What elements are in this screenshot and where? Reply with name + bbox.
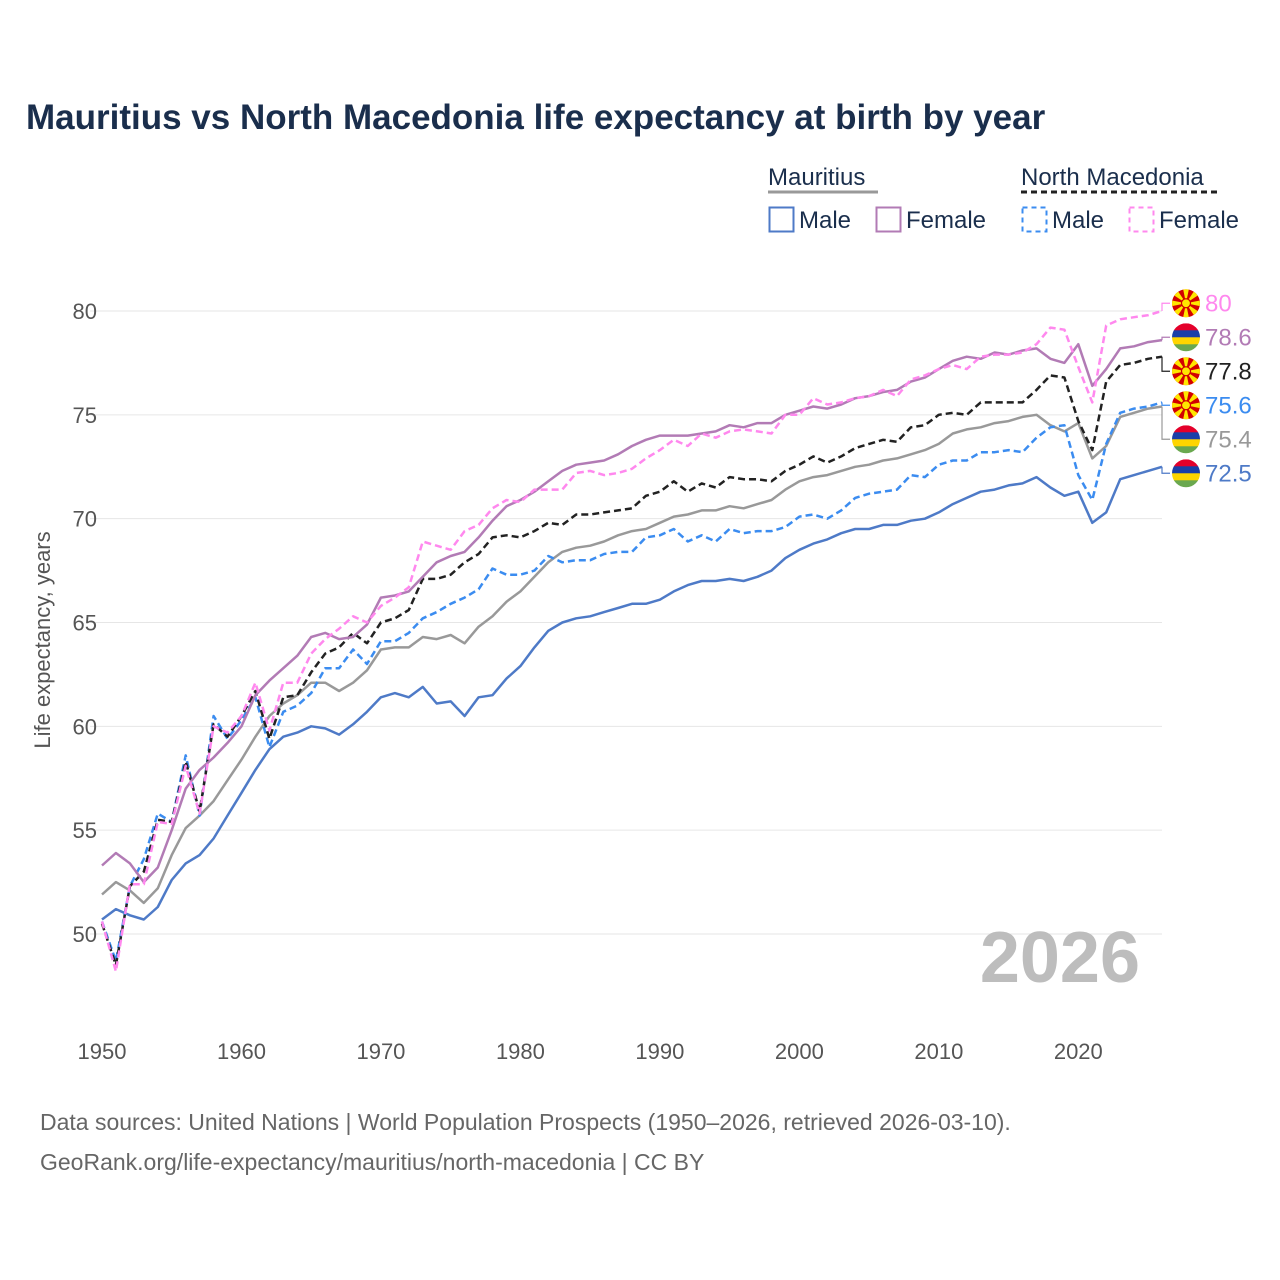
end-label-mauritius-female: 78.6 [1161,323,1252,352]
flag-ray [1182,303,1190,318]
end-label-value: 80 [1205,290,1232,317]
y-tick-label: 75 [73,403,97,428]
end-label-value: 75.4 [1205,426,1252,453]
y-tick-label: 70 [73,507,97,532]
flag-stripe [1172,466,1200,474]
end-labels: 80 78.6 77.8 75.6 75.4 72.5 [1161,289,1252,488]
flag-stripe [1172,344,1200,352]
series-line-mauritius-male [101,465,1163,921]
flag-ray [1172,299,1186,308]
end-label-mauritius-male: 72.5 [1161,459,1252,488]
chart-title: Mauritius vs North Macedonia life expect… [26,98,1046,137]
label-connector [1161,356,1170,372]
legend-label-north-macedonia-male: Male [1052,207,1104,234]
x-tick-label: 1990 [635,1039,684,1064]
north-macedonia-flag-icon [1172,391,1200,420]
flag-stripe [1172,337,1200,345]
end-label-value: 78.6 [1205,324,1252,351]
legend-group-north-macedonia: North Macedonia [1021,164,1204,191]
flag-stripe [1172,330,1200,338]
flag-ray [1172,401,1186,410]
flag-ray [1186,401,1200,410]
flag-stripe [1172,425,1200,433]
flag-sun [1180,400,1192,411]
flag-stripe [1172,432,1200,440]
x-tick-label: 1960 [217,1039,266,1064]
mauritius-flag-icon [1172,323,1200,352]
legend-swatch-mauritius-female [875,206,902,233]
y-tick-label: 65 [73,611,97,636]
gridlines [90,310,1162,935]
flag-ray [1182,391,1190,406]
x-tick-label: 2020 [1054,1039,1103,1064]
legend: Mauritius North Macedonia Male Female Ma… [768,164,1239,234]
flag-stripe [1172,323,1200,331]
legend-swatch-mauritius-male [768,206,795,233]
flag-sun [1180,298,1192,309]
mauritius-flag-icon [1172,425,1200,454]
flag-ray [1172,367,1186,376]
source-line-2: GeoRank.org/life-expectancy/mauritius/no… [40,1149,704,1175]
flag-ray [1182,357,1190,372]
flag-ray [1186,299,1200,308]
source-line-1: Data sources: United Nations | World Pop… [40,1109,1011,1135]
x-tick-label: 1950 [78,1039,127,1064]
end-label-north-macedonia-male: 75.6 [1161,391,1252,420]
flag-body [1172,425,1200,454]
flag-stripe [1172,439,1200,447]
flag-stripe [1172,459,1200,467]
x-tick-label: 2010 [914,1039,963,1064]
label-connector [1161,406,1170,440]
flag-stripe [1172,446,1200,454]
year-watermark: 2026 [980,918,1140,998]
flag-body [1172,323,1200,352]
flag-body [1172,357,1200,386]
end-label-value: 75.6 [1205,392,1252,419]
y-tick-label: 50 [73,922,97,947]
end-label-north-macedonia: 77.8 [1161,356,1252,386]
legend-label-mauritius-female: Female [906,207,986,234]
y-tick-label: 80 [73,299,97,324]
x-tick-label: 1980 [496,1039,545,1064]
label-connector [1161,302,1170,311]
mauritius-flag-icon [1172,459,1200,488]
x-axis: 1950 1960 1970 1980 1990 2000 2010 2020 [78,1039,1103,1064]
flag-ray [1182,371,1190,386]
x-tick-label: 1970 [356,1039,405,1064]
flag-body [1172,391,1200,420]
flag-stripe [1172,480,1200,488]
legend-label-mauritius-male: Male [799,207,851,234]
north-macedonia-flag-icon [1172,357,1200,386]
series-line-north-macedonia-male [100,401,1163,963]
flag-ray [1186,367,1200,376]
y-tick-label: 55 [73,818,97,843]
flag-sun [1180,366,1192,377]
end-label-value: 77.8 [1205,358,1252,385]
flag-body [1172,459,1200,488]
legend-swatch-north-macedonia-female [1128,206,1155,233]
series-lines [100,309,1163,973]
end-label-value: 72.5 [1205,460,1252,487]
end-label-north-macedonia-female: 80 [1161,289,1232,318]
x-tick-label: 2000 [775,1039,824,1064]
end-label-mauritius: 75.4 [1161,406,1252,454]
series-line-north-macedonia-female [100,309,1163,973]
y-tick-label: 60 [73,714,97,739]
series-line-mauritius [101,405,1163,905]
legend-swatch-north-macedonia-male [1021,206,1048,233]
flag-ray [1182,405,1190,420]
north-macedonia-flag-icon [1172,289,1200,318]
flag-stripe [1172,473,1200,481]
label-connector [1161,336,1170,341]
y-axis-label: Life expectancy, years [30,531,55,748]
y-axis: 50 55 60 65 70 75 80 [73,299,97,947]
series-line-north-macedonia [100,355,1163,967]
label-connector [1161,402,1170,406]
flag-body [1172,289,1200,318]
legend-group-mauritius: Mauritius [768,164,865,191]
legend-label-north-macedonia-female: Female [1159,207,1239,234]
flag-ray [1182,289,1190,304]
label-connector [1161,466,1170,474]
